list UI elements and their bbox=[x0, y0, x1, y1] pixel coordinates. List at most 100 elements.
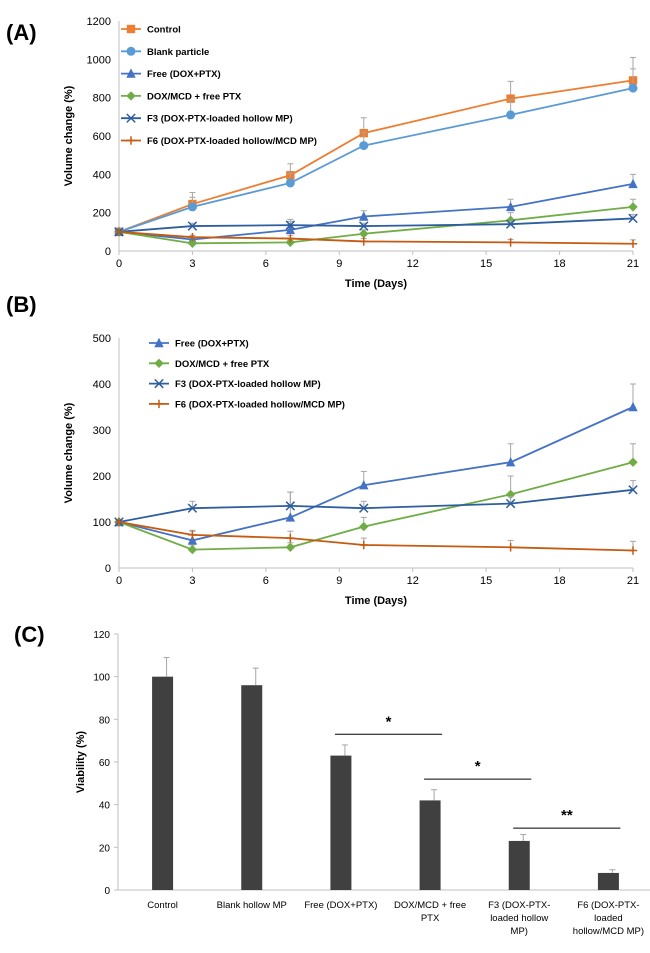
y-tick-label: 0 bbox=[105, 563, 111, 575]
data-point bbox=[187, 202, 197, 212]
x-tick-label: 15 bbox=[480, 575, 492, 587]
x-tick-label: 0 bbox=[116, 575, 122, 587]
significance-marker: ** bbox=[561, 807, 573, 824]
category-label: PTX bbox=[421, 913, 440, 924]
bar bbox=[597, 872, 619, 890]
data-point bbox=[285, 224, 296, 235]
x-axis-title: Time (Days) bbox=[345, 595, 407, 607]
category-label: Free (DOX+PTX) bbox=[304, 900, 377, 911]
legend-marker bbox=[126, 68, 136, 78]
y-axis-title: Volume change (%) bbox=[63, 85, 75, 186]
y-tick-label: 60 bbox=[99, 758, 111, 769]
series-line bbox=[118, 406, 634, 542]
significance-marker: * bbox=[386, 713, 392, 730]
data-point bbox=[505, 457, 516, 467]
y-tick-label: 200 bbox=[93, 471, 111, 483]
legend-marker bbox=[154, 378, 164, 389]
data-point bbox=[187, 221, 198, 231]
data-point bbox=[359, 521, 369, 532]
legend-label: F3 (DOX-PTX-loaded hollow MP) bbox=[147, 114, 293, 125]
legend-label: Blank particle bbox=[147, 47, 209, 58]
data-point bbox=[628, 457, 638, 467]
bar bbox=[241, 685, 263, 890]
x-tick-label: 3 bbox=[189, 575, 195, 587]
panel-c-bar-chart: (C) 0 20 40 60 80 100 120 Viability (%) Control Bl… bbox=[14, 622, 650, 937]
series-line bbox=[118, 87, 634, 233]
x-tick-label: 12 bbox=[407, 575, 419, 587]
category-label: loaded hollow bbox=[490, 913, 548, 924]
y-tick-label: 100 bbox=[93, 517, 111, 529]
legend-marker bbox=[126, 24, 136, 34]
x-tick-label: 9 bbox=[336, 258, 342, 270]
series-line bbox=[118, 217, 634, 233]
legend-label: DOX/MCD + free PTX bbox=[175, 359, 270, 370]
x-tick-label: 21 bbox=[627, 575, 639, 587]
y-tick-label: 400 bbox=[93, 379, 111, 391]
data-point bbox=[506, 94, 515, 103]
panel-label: (B) bbox=[6, 292, 37, 317]
legend-label: Free (DOX+PTX) bbox=[147, 69, 221, 80]
y-tick-label: 40 bbox=[99, 801, 111, 812]
legend-marker bbox=[126, 91, 136, 101]
y-tick-label: 400 bbox=[93, 169, 111, 181]
significance-marker: * bbox=[475, 758, 481, 775]
bar bbox=[508, 840, 530, 890]
y-tick-label: 80 bbox=[99, 715, 111, 726]
category-label: F3 (DOX-PTX- bbox=[488, 900, 550, 911]
category-label: Control bbox=[147, 900, 178, 911]
series-line bbox=[118, 206, 634, 245]
data-point bbox=[628, 239, 638, 248]
data-point bbox=[187, 503, 198, 513]
data-point bbox=[285, 512, 296, 522]
data-point bbox=[187, 544, 198, 555]
data-point bbox=[359, 237, 368, 246]
category-label: DOX/MCD + free bbox=[394, 900, 466, 911]
series-5 bbox=[114, 227, 638, 248]
legend-label: F3 (DOX-PTX-loaded hollow MP) bbox=[175, 379, 321, 390]
data-point bbox=[285, 501, 296, 511]
legend-marker bbox=[126, 113, 136, 123]
series-line bbox=[118, 461, 634, 551]
x-tick-label: 6 bbox=[263, 258, 269, 270]
x-tick-label: 18 bbox=[553, 575, 565, 587]
y-tick-label: 20 bbox=[99, 843, 111, 854]
data-point bbox=[628, 83, 638, 93]
data-point bbox=[359, 141, 369, 151]
category-label: loaded bbox=[594, 913, 623, 924]
data-point bbox=[505, 219, 516, 229]
data-point bbox=[285, 542, 296, 552]
data-point bbox=[114, 227, 124, 237]
legend-label: F6 (DOX-PTX-loaded hollow/MCD MP) bbox=[147, 136, 317, 147]
legend-marker bbox=[126, 136, 136, 145]
y-tick-label: 1200 bbox=[87, 16, 111, 28]
data-point bbox=[114, 517, 124, 527]
legend: Control Blank particle Free (DOX+PTX) DOX/M… bbox=[121, 24, 317, 147]
data-point bbox=[628, 546, 638, 555]
x-axis-title: Time (Days) bbox=[345, 278, 407, 290]
data-point bbox=[285, 178, 295, 188]
x-tick-label: 9 bbox=[336, 575, 342, 587]
y-tick-label: 1000 bbox=[87, 54, 111, 66]
legend-label: DOX/MCD + free PTX bbox=[147, 91, 242, 102]
legend-label: Free (DOX+PTX) bbox=[175, 339, 249, 350]
legend-label: Control bbox=[147, 25, 181, 36]
data-point bbox=[359, 480, 369, 490]
panel-label: (A) bbox=[6, 20, 37, 45]
series-2 bbox=[114, 480, 638, 527]
series-line bbox=[118, 230, 634, 245]
x-tick-label: 3 bbox=[189, 258, 195, 270]
y-tick-label: 800 bbox=[93, 93, 111, 105]
legend-marker bbox=[154, 337, 164, 348]
x-tick-label: 18 bbox=[553, 258, 565, 270]
data-point bbox=[359, 540, 368, 550]
y-axis-title: Viability (%) bbox=[75, 731, 87, 793]
bar bbox=[330, 755, 352, 890]
data-point bbox=[505, 498, 516, 509]
data-point bbox=[506, 543, 515, 552]
y-tick-label: 200 bbox=[93, 208, 111, 220]
legend-label: F6 (DOX-PTX-loaded hollow/MCD MP) bbox=[175, 399, 345, 410]
data-point bbox=[628, 178, 638, 189]
series-line bbox=[118, 521, 634, 552]
data-point bbox=[506, 238, 515, 247]
